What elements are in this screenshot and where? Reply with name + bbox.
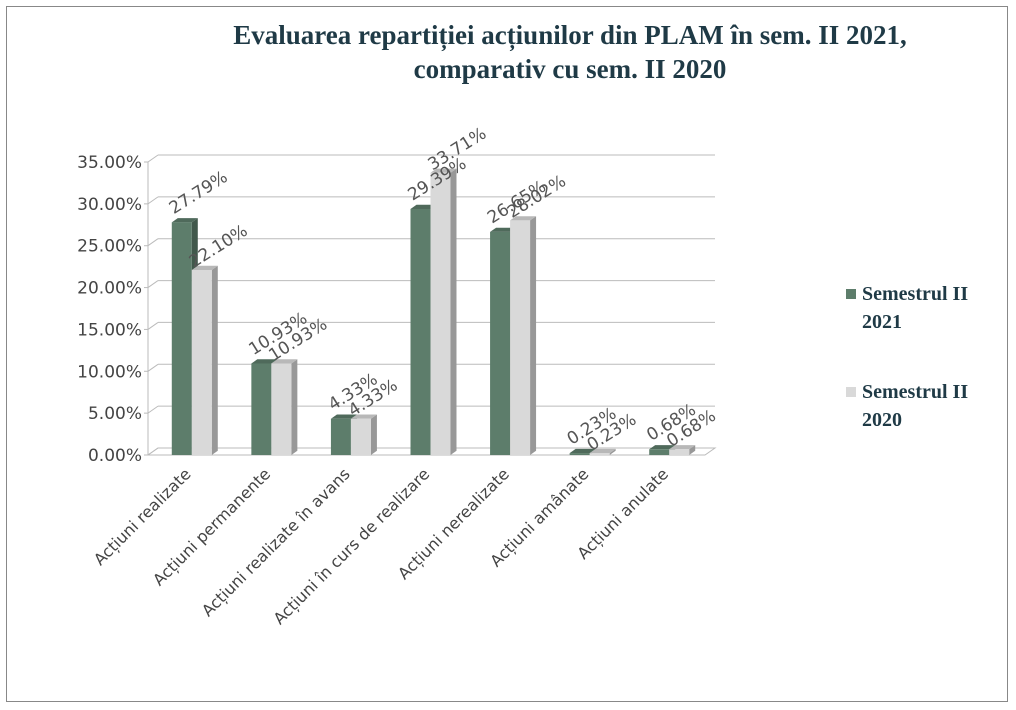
bar: [350, 414, 377, 455]
bar-face: [330, 418, 351, 455]
grid-line: [147, 280, 159, 288]
bar-face: [490, 227, 517, 232]
bar-face: [510, 220, 531, 455]
y-tick-label: 35.00%: [77, 153, 142, 173]
bar-face: [191, 265, 218, 270]
bar-face: [609, 448, 616, 455]
bar-face: [251, 359, 278, 364]
bar-face: [510, 216, 537, 221]
grid-line: [147, 322, 159, 330]
grid-line: [147, 196, 159, 205]
bar-face: [291, 359, 298, 455]
bar-face: [589, 453, 610, 455]
bar-face: [569, 453, 590, 455]
legend-label: Semestrul II 2020: [862, 381, 969, 431]
bar-face: [171, 218, 198, 223]
bar-face: [589, 448, 616, 454]
bar-face: [171, 222, 192, 455]
bar-face: [669, 445, 696, 450]
bar-face: [530, 216, 537, 455]
bar-face: [191, 269, 212, 455]
y-tick-label: 10.00%: [77, 362, 142, 382]
bar-face: [669, 449, 690, 455]
bar-face: [649, 445, 676, 450]
bar-face: [211, 265, 218, 455]
bar-face: [649, 449, 670, 455]
grid-line: [147, 154, 159, 163]
bar: [510, 216, 537, 455]
bar: [271, 359, 298, 455]
bar-face: [430, 172, 451, 456]
bar: [589, 448, 616, 455]
bar-face: [490, 231, 511, 455]
bar-face: [370, 414, 377, 455]
bar: [669, 445, 696, 455]
bar-face: [271, 359, 298, 364]
grid-line: [147, 238, 159, 247]
x-tick-label: Acțiuni realizate în avans: [198, 464, 354, 620]
bar-face: [569, 448, 596, 454]
bar: [191, 265, 218, 455]
bar: [430, 168, 457, 456]
bar-face: [330, 414, 357, 419]
legend-label: Semestrul II 2021: [862, 283, 969, 333]
y-tick-label: 0.00%: [88, 446, 142, 466]
bar-face: [350, 418, 371, 455]
bar-face: [410, 204, 437, 209]
data-label: 27.79%: [166, 167, 232, 218]
bar-face: [430, 168, 457, 173]
grid-line: [147, 405, 159, 414]
bar-face: [410, 208, 431, 455]
bar-face: [251, 363, 272, 455]
y-tick-label: 5.00%: [88, 404, 142, 424]
bar-face: [450, 168, 457, 456]
legend-swatch: [846, 387, 856, 397]
chart-title: Evaluarea repartiției acțiunilor din PLA…: [233, 20, 907, 84]
bar-face: [271, 363, 292, 455]
legend-swatch: [846, 289, 856, 299]
grid-line: [147, 447, 159, 456]
grid-line: [147, 363, 159, 372]
bar-face: [350, 414, 377, 419]
chart-frame: [6, 6, 1008, 702]
bar-face: [689, 445, 696, 455]
y-tick-label: 20.00%: [77, 279, 142, 299]
x-tick-label: Acțiuni în curs de realizare: [269, 464, 433, 628]
y-tick-label: 25.00%: [77, 237, 142, 257]
y-tick-label: 30.00%: [77, 195, 142, 215]
y-tick-label: 15.00%: [77, 320, 142, 340]
